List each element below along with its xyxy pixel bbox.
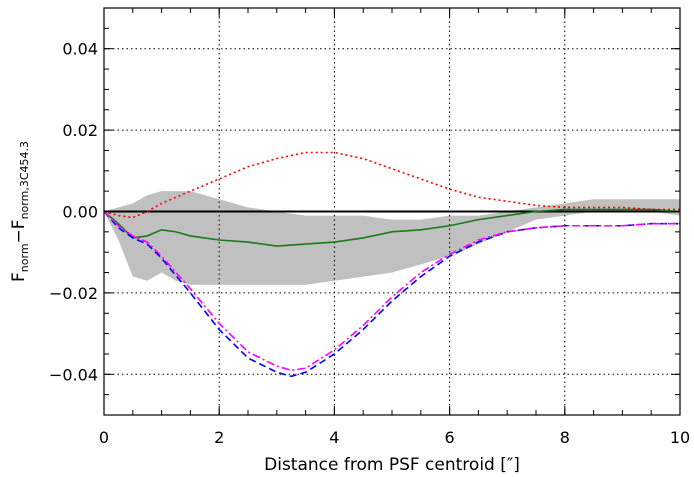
y-tick-label-3: 0.02	[62, 121, 98, 140]
y-axis-label-sub-a: norm	[18, 243, 31, 272]
y-tick-label-1: −0.02	[49, 284, 98, 303]
y-axis-label-sub-b: norm,3C454.3	[18, 141, 31, 219]
tick-label-layer: 0 2 4 6 8 10 −0.04 −0.02 0.00 0.02 0.04	[49, 40, 690, 447]
x-tick-label-4: 8	[560, 428, 570, 447]
series-line-0	[103, 208, 681, 247]
x-tick-label-3: 6	[445, 428, 455, 447]
x-tick-label-1: 2	[214, 428, 224, 447]
series-line-1	[103, 151, 680, 219]
y-axis-label-minus: −	[9, 229, 29, 243]
tick-layer	[103, 7, 681, 416]
x-tick-label-5: 10	[670, 428, 690, 447]
x-axis-label: Distance from PSF centroid [″]	[264, 455, 520, 475]
y-tick-label-2: 0.00	[62, 203, 98, 222]
x-tick-label-2: 4	[329, 428, 339, 447]
y-axis-label-main-a: F	[9, 272, 29, 282]
y-tick-label-0: −0.04	[49, 365, 98, 384]
y-tick-label-4: 0.04	[62, 40, 98, 59]
x-tick-label-0: 0	[99, 428, 109, 447]
series-line-2	[103, 210, 680, 378]
uncertainty-band-layer	[104, 191, 680, 285]
y-axis-label-main-b: F	[9, 219, 29, 229]
uncertainty-band	[104, 191, 680, 285]
series-line-3	[103, 210, 680, 372]
series-layer	[103, 151, 681, 378]
y-axis-label: Fnorm−Fnorm,3C454.3	[9, 141, 31, 282]
